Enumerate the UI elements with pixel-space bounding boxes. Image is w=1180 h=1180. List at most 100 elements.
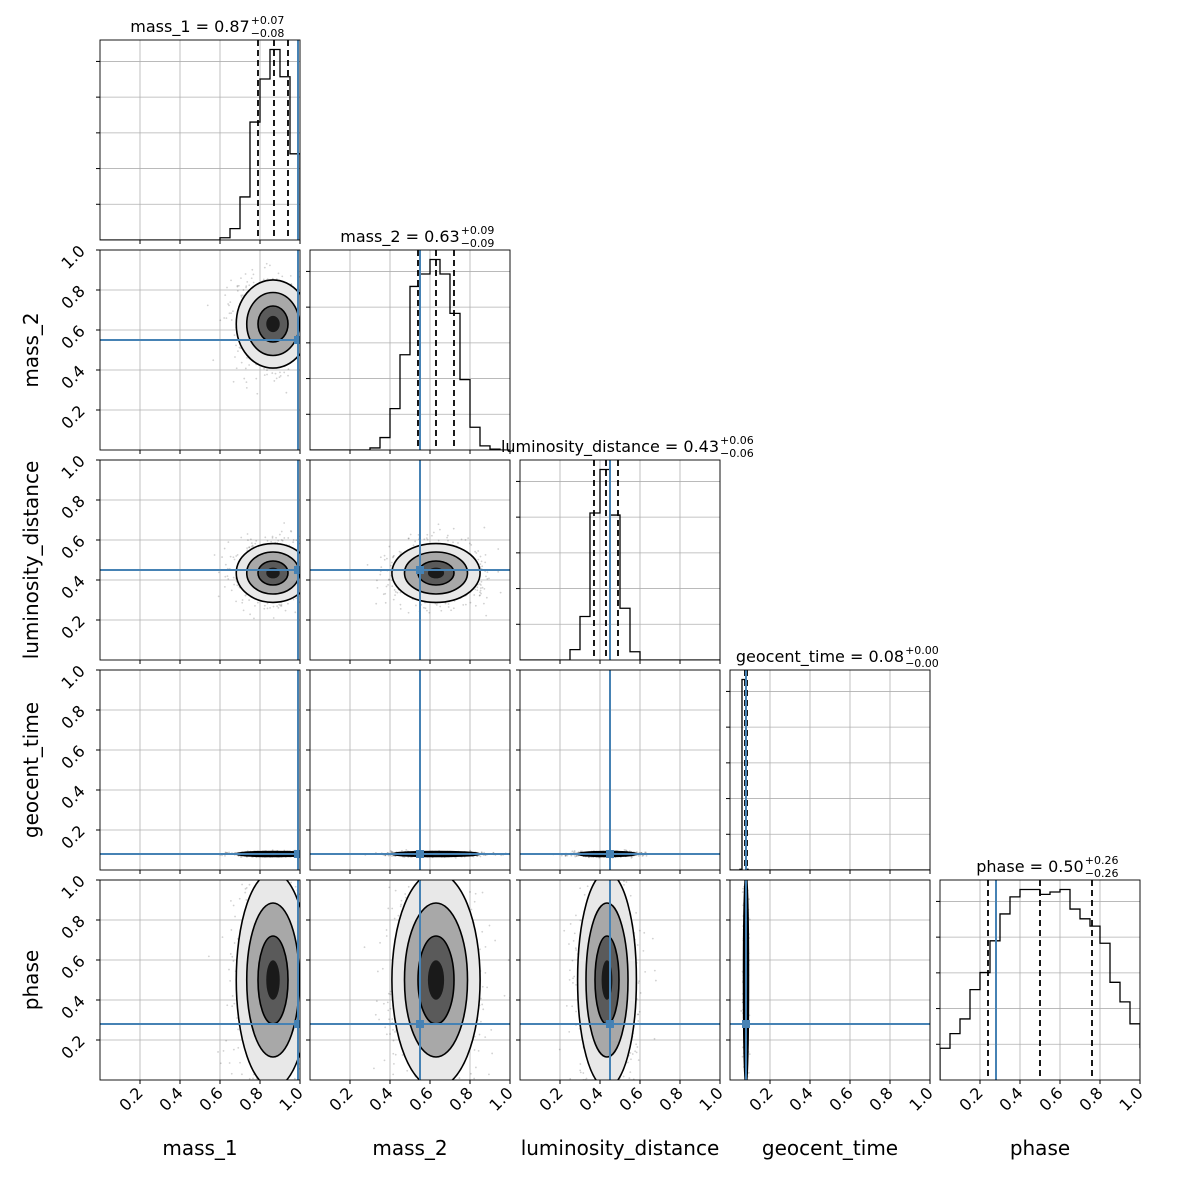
- marginal-title: mass_1 = 0.87: [130, 17, 249, 37]
- sample-point: [254, 542, 257, 545]
- sample-point: [242, 289, 245, 291]
- sample-point: [305, 319, 307, 321]
- sample-point: [385, 585, 388, 588]
- sample-point: [307, 599, 309, 601]
- sample-point: [392, 556, 394, 559]
- sample-point: [388, 545, 391, 548]
- sample-point: [300, 851, 302, 853]
- sample-point: [319, 339, 321, 341]
- sample-point: [304, 851, 306, 853]
- sample-point: [229, 301, 232, 304]
- truth-marker: [294, 566, 300, 574]
- sample-point: [271, 849, 274, 852]
- sample-point: [641, 855, 644, 857]
- sample-point: [302, 327, 304, 329]
- sample-point: [480, 851, 483, 854]
- sample-point: [251, 544, 254, 547]
- sample-point: [230, 279, 232, 282]
- sample-point: [235, 555, 238, 557]
- panel-content: [310, 460, 510, 660]
- sample-point: [250, 277, 253, 280]
- sample-point: [256, 601, 259, 604]
- sample-point: [476, 586, 479, 589]
- sample-point: [305, 337, 307, 339]
- sample-point: [295, 539, 298, 542]
- sample-point: [575, 855, 578, 857]
- sample-point: [245, 381, 248, 384]
- marginal-title: luminosity_distance = 0.43: [501, 437, 719, 457]
- sample-point: [263, 374, 266, 377]
- sample-point: [212, 359, 215, 362]
- sample-point: [285, 391, 288, 394]
- sample-point: [394, 594, 396, 597]
- sample-point: [280, 603, 283, 606]
- sample-point: [241, 294, 244, 297]
- sample-point: [280, 530, 283, 533]
- sample-point: [384, 592, 387, 595]
- joint-panel-geocent_time-vs-luminosity_distance: [516, 669, 721, 874]
- sample-point: [300, 359, 302, 361]
- sample-point: [462, 604, 465, 606]
- sample-point: [457, 542, 459, 544]
- sample-point: [479, 555, 482, 558]
- joint-panel-luminosity_distance-vs-mass_1: [96, 459, 317, 664]
- sample-point: [314, 544, 316, 546]
- sample-point: [376, 586, 379, 589]
- sample-point: [274, 372, 277, 375]
- sample-point: [248, 364, 251, 366]
- sample-point: [206, 304, 209, 307]
- sample-point: [302, 351, 304, 353]
- sample-point: [485, 575, 487, 578]
- sample-point: [315, 550, 317, 552]
- sample-point: [305, 573, 307, 575]
- sample-point: [292, 539, 295, 541]
- y-tick-label: 0.2: [57, 401, 88, 432]
- sample-point: [366, 563, 369, 566]
- sample-point: [308, 569, 310, 571]
- sample-point: [301, 556, 303, 558]
- sample-point: [484, 553, 487, 556]
- sample-point: [240, 296, 243, 298]
- sample-point: [302, 556, 304, 558]
- sample-point: [447, 603, 450, 605]
- sample-point: [228, 304, 230, 307]
- sample-point: [305, 556, 307, 558]
- sample-point: [249, 538, 252, 541]
- sample-point: [307, 560, 309, 562]
- sample-point: [304, 852, 306, 854]
- title-lower-error: −0.08: [251, 27, 285, 40]
- sample-point: [412, 544, 415, 547]
- joint-panel-geocent_time-vs-mass_2: [306, 669, 511, 874]
- sample-point: [240, 277, 242, 279]
- sample-point: [469, 849, 472, 852]
- sample-point: [235, 367, 238, 370]
- sample-point: [270, 540, 273, 543]
- sample-point: [269, 264, 271, 267]
- sample-point: [392, 598, 395, 601]
- sample-point: [482, 602, 485, 605]
- sample-point: [225, 317, 228, 320]
- sample-point: [292, 598, 295, 601]
- sample-point: [248, 546, 251, 549]
- truth-marker: [416, 850, 424, 858]
- sample-point: [245, 386, 248, 389]
- sample-point: [248, 599, 251, 601]
- sample-point: [228, 851, 230, 854]
- sample-point: [305, 855, 307, 857]
- sample-point: [407, 537, 410, 540]
- sample-point: [308, 560, 310, 562]
- panel-frame: [99, 39, 301, 241]
- sample-point: [240, 855, 243, 858]
- sample-point: [400, 551, 402, 554]
- truth-marker: [416, 566, 424, 574]
- sample-point: [306, 570, 308, 572]
- sample-point: [478, 594, 481, 597]
- sample-point: [304, 853, 306, 855]
- sample-point: [306, 329, 308, 331]
- sample-point: [305, 352, 307, 354]
- sample-point: [301, 313, 303, 315]
- sample-point: [271, 535, 274, 538]
- sample-point: [304, 562, 306, 564]
- panel-frame: [519, 459, 721, 661]
